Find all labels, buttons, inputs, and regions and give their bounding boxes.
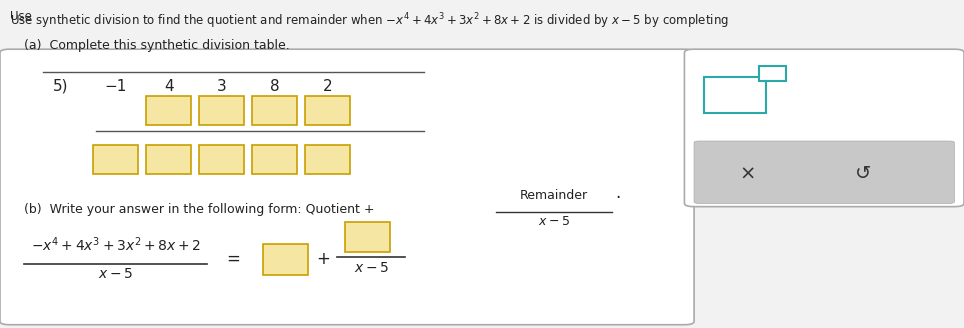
- FancyBboxPatch shape: [684, 49, 964, 207]
- Text: 8: 8: [270, 79, 280, 94]
- FancyBboxPatch shape: [146, 96, 191, 125]
- Text: (a)  Complete this synthetic division table.: (a) Complete this synthetic division tab…: [24, 39, 290, 52]
- Text: .: .: [615, 184, 620, 202]
- FancyBboxPatch shape: [146, 145, 191, 174]
- Text: Remainder: Remainder: [521, 189, 588, 202]
- Text: =: =: [227, 250, 240, 268]
- Text: 4: 4: [164, 79, 174, 94]
- FancyBboxPatch shape: [93, 145, 138, 174]
- Text: −1: −1: [104, 79, 127, 94]
- FancyBboxPatch shape: [0, 49, 694, 325]
- Text: $x - 5$: $x - 5$: [98, 267, 133, 281]
- FancyBboxPatch shape: [694, 141, 954, 203]
- FancyBboxPatch shape: [199, 96, 244, 125]
- FancyBboxPatch shape: [704, 77, 766, 113]
- Text: ↺: ↺: [855, 164, 870, 183]
- FancyBboxPatch shape: [263, 244, 308, 275]
- Text: $x-5$: $x-5$: [538, 215, 571, 228]
- FancyBboxPatch shape: [305, 145, 350, 174]
- Text: 5): 5): [53, 79, 68, 94]
- FancyBboxPatch shape: [199, 145, 244, 174]
- Text: Use: Use: [10, 10, 36, 23]
- Text: Use synthetic division to find the quotient and remainder when $-x^4 + 4x^3 + 3x: Use synthetic division to find the quoti…: [10, 11, 729, 31]
- FancyBboxPatch shape: [759, 66, 786, 81]
- FancyBboxPatch shape: [252, 145, 297, 174]
- Text: 2: 2: [323, 79, 333, 94]
- FancyBboxPatch shape: [345, 222, 390, 252]
- Text: (b)  Write your answer in the following form: Quotient +: (b) Write your answer in the following f…: [24, 203, 375, 216]
- FancyBboxPatch shape: [252, 96, 297, 125]
- Text: $-x^4 + 4x^3 + 3x^2 + 8x + 2$: $-x^4 + 4x^3 + 3x^2 + 8x + 2$: [31, 236, 201, 254]
- Text: $x - 5$: $x - 5$: [354, 261, 388, 275]
- Text: 3: 3: [217, 79, 227, 94]
- Text: ×: ×: [739, 164, 755, 183]
- FancyBboxPatch shape: [305, 96, 350, 125]
- Text: +: +: [316, 250, 330, 268]
